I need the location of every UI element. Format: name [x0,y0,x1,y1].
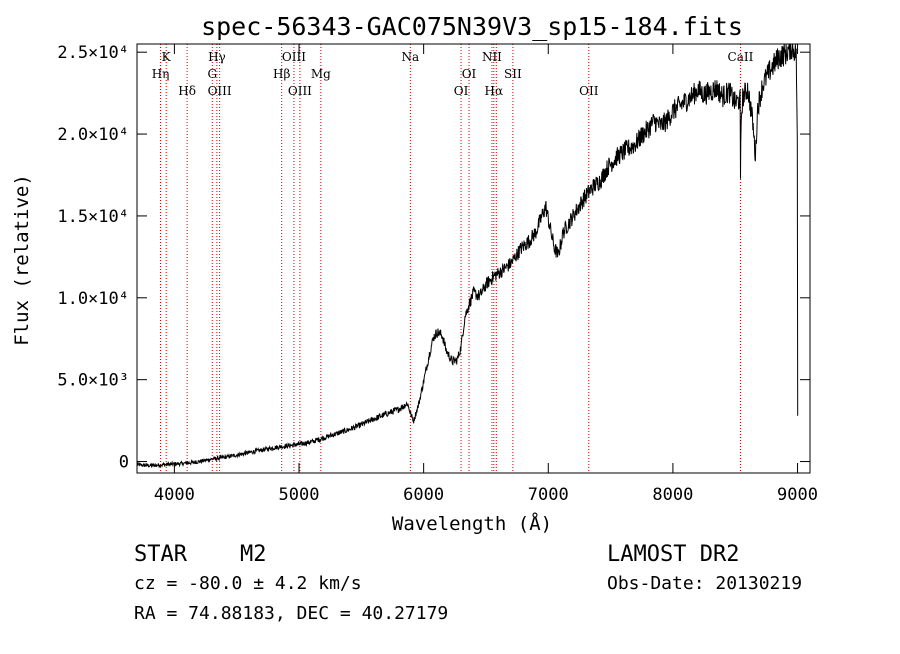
obs-date: Obs-Date: 20130219 [607,573,802,594]
spectral-line-label: Hβ [273,67,290,81]
axis-ticks-layer: 4000 5000 6000 7000 8000 9000 0 5.0×10³ 1.0×10⁴ 1… [57,43,818,505]
spectral-line-label: OII [579,84,599,98]
y-tick-label: 2.5×10⁴ [57,43,129,63]
spectral-line-label: Mg [311,67,331,81]
y-axis-label: Flux (relative) [11,174,33,346]
coordinates: RA = 74.88183, DEC = 40.27179 [134,603,448,624]
survey-name: LAMOST DR2 [607,542,739,567]
spectrum-series-line [136,43,799,469]
y-tick-label: 5.0×10³ [57,371,129,391]
x-tick-label: 5000 [279,485,320,505]
spectral-line-label: NII [482,50,502,64]
y-tick-label: 0 [119,453,129,473]
spectral-line-label: Hη [152,67,170,81]
spectral-line-label: SII [504,67,522,81]
y-tick-label: 1.0×10⁴ [57,289,129,309]
spectral-line-label: OIII [282,50,306,64]
x-axis-label: Wavelength (Å) [392,512,552,535]
x-tick-label: 7000 [528,485,569,505]
y-tick-label: 1.5×10⁴ [57,207,129,227]
spectral-line-label: G [207,67,217,81]
spectral-line-label: CaII [728,50,754,64]
spectral-line-label: OIII [288,84,312,98]
spectral-line-label: Hα [485,84,504,98]
spectral-line-label: Hγ [208,50,226,64]
x-tick-label: 9000 [777,485,818,505]
x-tick-label: 4000 [154,485,195,505]
spectral-line-label: Na [401,50,419,64]
y-tick-label: 2.0×10⁴ [57,125,129,145]
spectral-line-label: K [162,50,172,64]
x-tick-label: 6000 [403,485,444,505]
spectral-line-label: OIII [208,84,232,98]
x-tick-label: 8000 [652,485,693,505]
object-class: STAR [134,542,188,567]
spectral-line-label: OI [462,67,477,81]
redshift-info: cz = -80.0 ± 4.2 km/s [134,573,362,594]
spectral-line-label: OI [454,84,469,98]
plot-frame [136,43,811,474]
spectral-line-label: Hδ [178,84,196,98]
subclass: M2 [240,542,267,567]
chart-title: spec-56343-GAC075N39V3_sp15-184.fits [201,12,743,41]
